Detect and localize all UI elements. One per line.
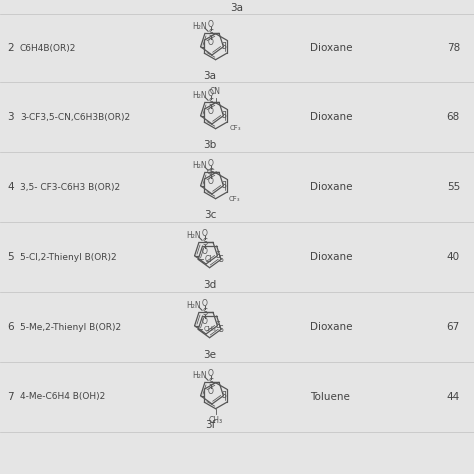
Text: Dioxane: Dioxane (310, 112, 353, 122)
Text: S: S (215, 251, 220, 260)
Text: Dioxane: Dioxane (310, 43, 353, 53)
Text: H₂N: H₂N (193, 371, 207, 380)
Text: 68: 68 (447, 112, 460, 122)
Text: Dioxane: Dioxane (310, 322, 353, 332)
Text: 67: 67 (447, 322, 460, 332)
Text: 40: 40 (447, 252, 460, 262)
Text: Cl: Cl (204, 255, 212, 264)
Text: 4-Me-C6H4 B(OH)2: 4-Me-C6H4 B(OH)2 (20, 392, 105, 401)
Text: O: O (202, 299, 208, 308)
Text: S: S (219, 255, 223, 264)
Text: 3-CF3,5-CN,C6H3B(OR)2: 3-CF3,5-CN,C6H3B(OR)2 (20, 112, 130, 121)
Text: CN: CN (210, 87, 221, 96)
Text: 7: 7 (7, 392, 14, 402)
Text: Dioxane: Dioxane (310, 182, 353, 192)
Text: 3,5- CF3-C6H3 B(OR)2: 3,5- CF3-C6H3 B(OR)2 (20, 182, 120, 191)
Text: S: S (209, 29, 214, 38)
Text: O: O (202, 317, 208, 326)
Text: 3b: 3b (203, 140, 217, 150)
Text: H₂N: H₂N (187, 231, 201, 240)
Text: 5-Me,2-Thienyl B(OR)2: 5-Me,2-Thienyl B(OR)2 (20, 322, 121, 331)
Text: 3d: 3d (203, 280, 217, 290)
Text: H₂N: H₂N (187, 301, 201, 310)
Text: CF₃: CF₃ (230, 125, 241, 131)
Text: CF₃: CF₃ (229, 196, 240, 202)
Text: H₂N: H₂N (193, 161, 207, 170)
Text: 5: 5 (7, 252, 14, 262)
Text: O: O (202, 247, 208, 256)
Text: 4: 4 (7, 182, 14, 192)
Text: O: O (208, 159, 214, 168)
Text: CH₃: CH₃ (203, 327, 216, 332)
Text: Toluene: Toluene (310, 392, 350, 402)
Text: C6H4B(OR)2: C6H4B(OR)2 (20, 44, 76, 53)
Text: O: O (208, 387, 214, 396)
Text: H₂N: H₂N (193, 91, 207, 100)
Text: O: O (208, 177, 214, 186)
Text: S: S (221, 42, 226, 51)
Text: CF₃: CF₃ (206, 169, 218, 175)
Text: S: S (221, 111, 226, 120)
Text: 3a: 3a (230, 3, 244, 13)
Text: S: S (209, 98, 214, 107)
Text: 2: 2 (7, 43, 14, 53)
Text: S: S (221, 391, 226, 400)
Text: O: O (208, 38, 214, 47)
Text: O: O (208, 369, 214, 378)
Text: 3: 3 (7, 112, 14, 122)
Text: O: O (208, 20, 214, 29)
Text: S: S (221, 181, 226, 190)
Text: CH₃: CH₃ (209, 416, 223, 425)
Text: H₂N: H₂N (193, 22, 207, 31)
Text: 3e: 3e (203, 350, 217, 360)
Text: S: S (215, 321, 220, 330)
Text: S: S (202, 308, 208, 317)
Text: O: O (208, 89, 214, 98)
Text: O: O (202, 229, 208, 238)
Text: 3a: 3a (203, 71, 217, 81)
Text: Dioxane: Dioxane (310, 252, 353, 262)
Text: S: S (219, 325, 223, 334)
Text: 3c: 3c (204, 210, 216, 220)
Text: 44: 44 (447, 392, 460, 402)
Text: S: S (202, 238, 208, 247)
Text: S: S (209, 378, 214, 387)
Text: 78: 78 (447, 43, 460, 53)
Text: 3f: 3f (205, 420, 215, 430)
Text: 55: 55 (447, 182, 460, 192)
Text: 6: 6 (7, 322, 14, 332)
Text: S: S (209, 168, 214, 177)
Text: 5-Cl,2-Thienyl B(OR)2: 5-Cl,2-Thienyl B(OR)2 (20, 253, 117, 262)
Text: O: O (208, 107, 214, 116)
